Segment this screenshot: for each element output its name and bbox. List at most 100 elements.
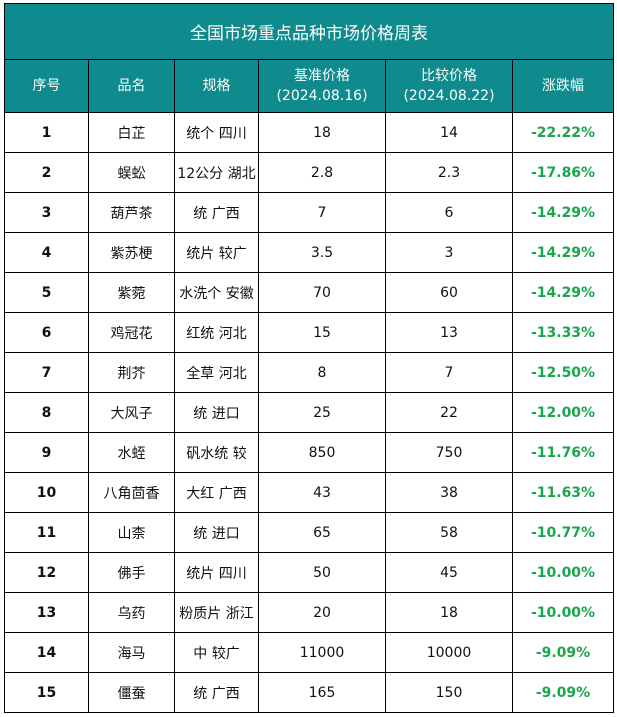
- row-index: 8: [4, 392, 89, 433]
- row-change: -14.29%: [511, 272, 615, 313]
- row-spec: 统片 较广: [174, 232, 259, 273]
- row-change: -14.29%: [511, 232, 615, 273]
- row-spec: 统片 四川: [174, 552, 259, 593]
- row-change: -9.09%: [511, 672, 615, 713]
- table-row: 8 大风子统 进口 25 22 -12.00%: [4, 392, 615, 433]
- row-change: -17.86%: [511, 152, 615, 193]
- table-row: 1 白芷 统个 四川 18 14 -22.22%: [4, 112, 615, 153]
- row-spec: 粉质片 浙江: [174, 592, 259, 633]
- table-row: 14 海马中 较广 11000 10000 -9.09%: [4, 632, 615, 673]
- row-compare-price: 10000: [385, 632, 513, 673]
- row-name: 水蛭: [88, 432, 175, 473]
- row-compare-price: 3: [385, 232, 513, 273]
- table-row: 3 葫芦茶统 广西 7 6 -14.29%: [4, 192, 615, 233]
- row-base-price: 18: [258, 112, 386, 153]
- row-compare-price: 13: [385, 312, 513, 353]
- row-index: 1: [4, 112, 89, 153]
- row-base-price: 50: [258, 552, 386, 593]
- row-spec: 全草 河北: [174, 352, 259, 393]
- table-row: 5 紫菀 水洗个 安徽 70 60 -14.29%: [4, 272, 615, 313]
- row-index: 11: [4, 512, 89, 553]
- row-change: -12.50%: [511, 352, 615, 393]
- row-name: 葫芦茶: [88, 192, 175, 233]
- row-change: -11.76%: [511, 432, 615, 473]
- table-row: 2 蜈蚣 12公分 湖北 2.8 2.3 -17.86%: [4, 152, 615, 193]
- row-base-price: 850: [258, 432, 386, 473]
- row-change: -9.09%: [511, 632, 615, 673]
- table-row: 15 僵蚕统 广西 165 150 -9.09%: [4, 672, 615, 713]
- row-name: 紫苏梗: [88, 232, 175, 273]
- header-spec: 规格: [174, 59, 259, 113]
- table-title: 全国市场重点品种市场价格周表: [3, 3, 615, 60]
- row-change: -13.33%: [511, 312, 615, 353]
- table-row: 10 八角茴香 大红 广西 43 38 -11.63%: [4, 472, 615, 513]
- row-compare-price: 58: [385, 512, 513, 553]
- row-name: 僵蚕: [88, 672, 175, 713]
- row-index: 13: [4, 592, 89, 633]
- row-compare-price: 60: [385, 272, 513, 313]
- header-index: 序号: [4, 59, 89, 113]
- row-compare-price: 45: [385, 552, 513, 593]
- row-base-price: 11000: [258, 632, 386, 673]
- header-change: 涨跌幅: [511, 59, 615, 113]
- row-base-price: 165: [258, 672, 386, 713]
- row-spec: 矾水统 较: [174, 432, 259, 473]
- row-name: 山柰: [88, 512, 175, 553]
- row-base-price: 70: [258, 272, 386, 313]
- price-table-container: 全国市场重点品种市场价格周表 序号 品名 规格 基准价格 (2024.08.16…: [3, 3, 615, 714]
- row-base-price: 2.8: [258, 152, 386, 193]
- row-base-price: 20: [258, 592, 386, 633]
- row-base-price: 15: [258, 312, 386, 353]
- row-change: -10.77%: [511, 512, 615, 553]
- row-index: 9: [4, 432, 89, 473]
- header-base-price-label: 基准价格: [294, 68, 350, 84]
- row-spec: 统 广西: [174, 672, 259, 713]
- row-index: 4: [4, 232, 89, 273]
- row-spec: 12公分 湖北: [174, 152, 259, 193]
- row-index: 3: [4, 192, 89, 233]
- row-compare-price: 14: [385, 112, 513, 153]
- table-body: 1 白芷 统个 四川 18 14 -22.22% 2 蜈蚣 12公分 湖北 2.8 2.3 -17.8…: [4, 112, 615, 713]
- row-base-price: 8: [258, 352, 386, 393]
- row-index: 10: [4, 472, 89, 513]
- header-name: 品名: [88, 59, 175, 113]
- row-compare-price: 2.3: [385, 152, 513, 193]
- row-index: 5: [4, 272, 89, 313]
- row-spec: 统 广西: [174, 192, 259, 233]
- header-compare-date: (2024.08.22): [403, 88, 495, 104]
- row-spec: 统个 四川: [174, 112, 259, 153]
- row-base-price: 25: [258, 392, 386, 433]
- header-compare-price-label: 比较价格: [421, 68, 477, 84]
- table-row: 9 水蛭 矾水统 较 850 750 -11.76%: [4, 432, 615, 473]
- table-row: 4 紫苏梗 统片 较广 3.5 3 -14.29%: [4, 232, 615, 273]
- row-name: 乌药: [88, 592, 175, 633]
- row-name: 海马: [88, 632, 175, 673]
- row-index: 6: [4, 312, 89, 353]
- row-spec: 统 进口: [174, 392, 259, 433]
- row-compare-price: 38: [385, 472, 513, 513]
- table-row: 13 乌药 粉质片 浙江 20 18 -10.00%: [4, 592, 615, 633]
- row-index: 14: [4, 632, 89, 673]
- table-row: 11 山柰统 进口 65 58 -10.77%: [4, 512, 615, 553]
- row-spec: 统 进口: [174, 512, 259, 553]
- row-base-price: 3.5: [258, 232, 386, 273]
- row-index: 7: [4, 352, 89, 393]
- table-header-row: 序号 品名 规格 基准价格 (2024.08.16) 比较价格 (2024.08…: [4, 59, 615, 113]
- row-change: -11.63%: [511, 472, 615, 513]
- header-base-price: 基准价格 (2024.08.16): [258, 59, 386, 113]
- row-spec: 红统 河北: [174, 312, 259, 353]
- row-change: -10.00%: [511, 592, 615, 633]
- header-base-date: (2024.08.16): [276, 88, 368, 104]
- row-compare-price: 150: [385, 672, 513, 713]
- row-base-price: 43: [258, 472, 386, 513]
- row-change: -10.00%: [511, 552, 615, 593]
- row-change: -14.29%: [511, 192, 615, 233]
- row-name: 佛手: [88, 552, 175, 593]
- row-spec: 水洗个 安徽: [174, 272, 259, 313]
- row-name: 紫菀: [88, 272, 175, 313]
- row-base-price: 7: [258, 192, 386, 233]
- row-compare-price: 18: [385, 592, 513, 633]
- row-compare-price: 7: [385, 352, 513, 393]
- row-compare-price: 6: [385, 192, 513, 233]
- row-name: 荆芥: [88, 352, 175, 393]
